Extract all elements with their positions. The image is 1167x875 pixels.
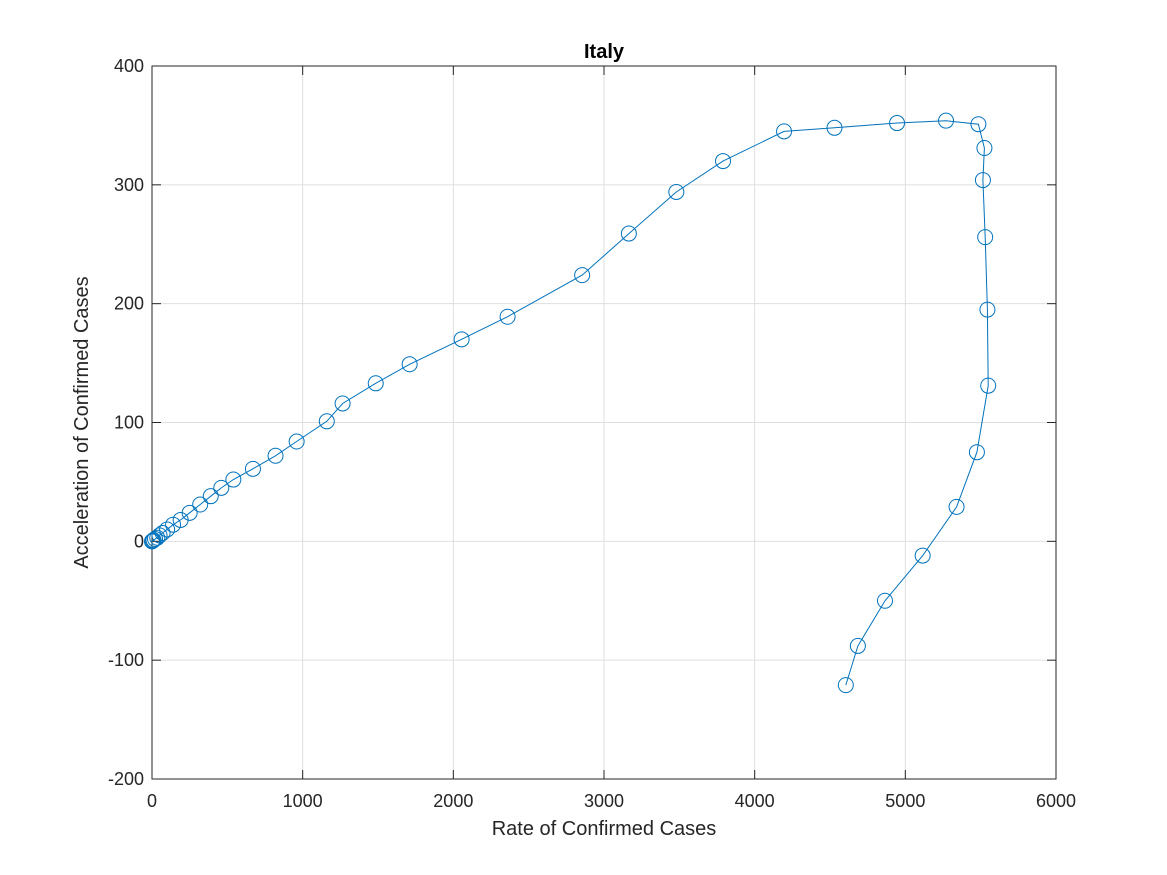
x-tick-label: 2000: [433, 791, 473, 811]
data-point: [826, 119, 843, 136]
data-point: [980, 377, 997, 394]
chart-title: Italy: [584, 41, 625, 63]
grid: [151, 65, 1057, 780]
data-point: [974, 172, 991, 189]
data-point: [938, 112, 955, 129]
data-point: [202, 488, 219, 505]
y-tick-label: 200: [114, 294, 144, 314]
data-point: [970, 116, 987, 133]
data-point: [977, 229, 994, 246]
data-point: [154, 525, 171, 542]
x-tick-label: 0: [147, 791, 157, 811]
data-point: [668, 183, 685, 200]
data-point: [715, 153, 732, 170]
x-tick-label: 5000: [885, 791, 925, 811]
data-point: [979, 301, 996, 318]
data-point: [225, 471, 242, 488]
data-point: [976, 139, 993, 156]
data-point: [453, 331, 470, 348]
data-point: [244, 460, 261, 477]
data-point: [837, 677, 854, 694]
x-tick-label: 1000: [283, 791, 323, 811]
data-point: [620, 225, 637, 242]
data-point: [776, 123, 793, 140]
y-axis-label: Acceleration of Confirmed Cases: [71, 276, 93, 568]
data-point: [165, 516, 182, 533]
data-point: [914, 547, 931, 564]
data-point: [367, 375, 384, 392]
data-point: [948, 498, 965, 515]
x-tick-label: 3000: [584, 791, 624, 811]
series-layer: [144, 112, 997, 694]
data-point: [968, 444, 985, 461]
y-tick-label: -200: [108, 769, 144, 789]
data-point: [159, 521, 176, 538]
data-point: [499, 308, 516, 325]
data-point: [181, 504, 198, 521]
data-point: [213, 479, 230, 496]
y-tick-label: -100: [108, 650, 144, 670]
data-point: [288, 433, 305, 450]
x-tick-label: 6000: [1036, 791, 1076, 811]
data-point: [876, 592, 893, 609]
data-point: [574, 267, 591, 284]
y-tick-label: 400: [114, 56, 144, 76]
data-point: [318, 413, 335, 430]
data-point: [149, 529, 166, 546]
data-point: [889, 115, 906, 132]
data-point: [849, 637, 866, 654]
axis-ticks: 0 1000 2000 3000 4000 5000 6000 -200 -100 0 100 200…: [108, 56, 1076, 811]
data-point: [401, 356, 418, 373]
x-tick-label: 4000: [735, 791, 775, 811]
data-point: [192, 496, 209, 513]
y-tick-label: 100: [114, 413, 144, 433]
y-tick-label: 300: [114, 175, 144, 195]
data-point: [334, 395, 351, 412]
data-point: [267, 447, 284, 464]
series-line: [151, 120, 989, 686]
x-axis-label: Rate of Confirmed Cases: [492, 818, 717, 840]
y-tick-label: 0: [134, 531, 144, 551]
